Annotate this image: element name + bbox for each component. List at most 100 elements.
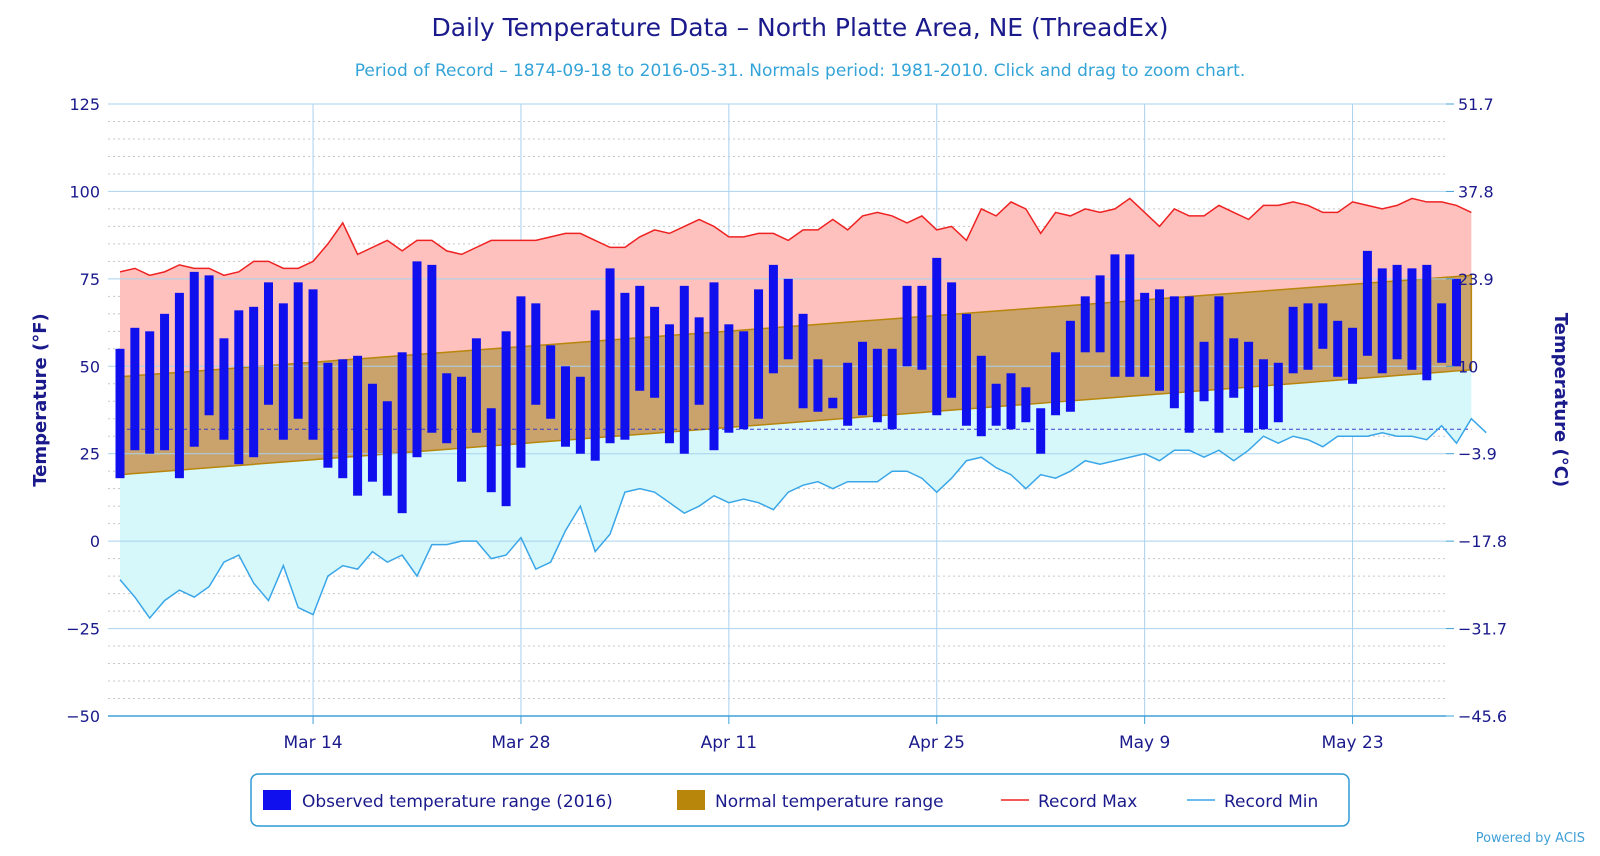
- observed-bar[interactable]: [754, 289, 764, 419]
- observed-bar[interactable]: [323, 362, 333, 468]
- observed-bar[interactable]: [1258, 359, 1268, 430]
- observed-bar[interactable]: [204, 275, 214, 416]
- observed-bar[interactable]: [783, 278, 793, 360]
- observed-bar[interactable]: [189, 271, 199, 447]
- observed-bar[interactable]: [590, 310, 600, 461]
- observed-bar[interactable]: [991, 383, 1001, 426]
- observed-bar[interactable]: [887, 348, 897, 430]
- legend-item-record-max[interactable]: Record Max: [1001, 792, 1137, 812]
- record-max-line[interactable]: [119, 197, 1472, 277]
- observed-bar[interactable]: [858, 341, 867, 416]
- observed-bar[interactable]: [947, 282, 957, 398]
- observed-bar[interactable]: [145, 331, 155, 454]
- observed-bar[interactable]: [1140, 292, 1150, 377]
- observed-bar[interactable]: [620, 292, 630, 440]
- observed-bar[interactable]: [486, 408, 496, 493]
- observed-bar[interactable]: [1422, 264, 1432, 381]
- observed-bar[interactable]: [397, 352, 407, 514]
- observed-bar[interactable]: [1125, 254, 1135, 377]
- observed-bar[interactable]: [961, 313, 971, 426]
- observed-bar[interactable]: [1407, 268, 1417, 370]
- observed-bar[interactable]: [902, 285, 912, 367]
- observed-bar[interactable]: [174, 292, 184, 479]
- observed-bar[interactable]: [932, 257, 942, 416]
- observed-bar[interactable]: [1318, 303, 1328, 349]
- observed-bar[interactable]: [575, 376, 585, 454]
- observed-bar[interactable]: [1303, 303, 1313, 370]
- observed-bar[interactable]: [1110, 254, 1120, 377]
- observed-bar[interactable]: [278, 303, 288, 440]
- observed-bar[interactable]: [531, 303, 541, 405]
- legend-item-normal[interactable]: Normal temperature range: [677, 790, 944, 812]
- observed-bar[interactable]: [1377, 268, 1387, 374]
- observed-bar[interactable]: [798, 313, 808, 409]
- observed-bar[interactable]: [917, 285, 927, 370]
- observed-bar[interactable]: [1036, 408, 1046, 454]
- observed-bar[interactable]: [442, 373, 452, 444]
- observed-bar[interactable]: [739, 331, 749, 430]
- plot-area[interactable]: [108, 103, 1487, 717]
- observed-bar[interactable]: [828, 397, 838, 409]
- observed-bar[interactable]: [367, 383, 377, 482]
- observed-bar[interactable]: [1348, 327, 1358, 384]
- observed-bar[interactable]: [1362, 250, 1372, 356]
- credit-link[interactable]: Powered by ACIS: [1476, 831, 1585, 846]
- observed-bar[interactable]: [1244, 341, 1254, 433]
- observed-bar[interactable]: [1051, 352, 1061, 416]
- observed-bar[interactable]: [709, 282, 719, 451]
- observed-bar[interactable]: [664, 324, 674, 444]
- observed-bar[interactable]: [1080, 296, 1090, 353]
- observed-bar[interactable]: [219, 338, 229, 440]
- observed-bar[interactable]: [1199, 341, 1209, 402]
- observed-bar[interactable]: [457, 376, 467, 482]
- observed-bar[interactable]: [813, 359, 823, 412]
- observed-bar[interactable]: [516, 296, 526, 468]
- observed-bar[interactable]: [264, 282, 273, 405]
- observed-bar[interactable]: [1065, 320, 1075, 412]
- observed-bar[interactable]: [605, 268, 615, 444]
- observed-bar[interactable]: [1155, 289, 1164, 391]
- observed-bar[interactable]: [976, 355, 986, 437]
- observed-bar[interactable]: [1184, 296, 1194, 433]
- observed-bar[interactable]: [694, 317, 704, 405]
- legend-item-observed[interactable]: Observed temperature range (2016): [263, 790, 613, 812]
- observed-bar[interactable]: [679, 285, 689, 454]
- observed-bar[interactable]: [308, 289, 318, 440]
- observed-bar[interactable]: [1437, 303, 1447, 363]
- observed-bar[interactable]: [1288, 306, 1298, 374]
- observed-bar[interactable]: [635, 285, 645, 391]
- observed-bar[interactable]: [427, 264, 437, 433]
- observed-bar[interactable]: [1169, 296, 1179, 409]
- observed-bar[interactable]: [471, 338, 481, 433]
- observed-bar[interactable]: [293, 282, 303, 419]
- observed-bar[interactable]: [353, 355, 363, 496]
- observed-bar[interactable]: [382, 401, 392, 496]
- observed-bar[interactable]: [1021, 387, 1031, 423]
- observed-bar[interactable]: [1095, 275, 1105, 353]
- observed-bar[interactable]: [561, 366, 570, 447]
- observed-bar[interactable]: [843, 362, 853, 426]
- observed-bar[interactable]: [546, 345, 556, 419]
- observed-bar[interactable]: [724, 324, 734, 433]
- observed-bar[interactable]: [1214, 296, 1224, 433]
- observed-bar[interactable]: [1006, 373, 1016, 430]
- observed-bar[interactable]: [650, 306, 660, 398]
- observed-bar[interactable]: [130, 327, 140, 451]
- observed-bar[interactable]: [872, 348, 882, 423]
- observed-bar[interactable]: [1333, 320, 1343, 377]
- observed-bar[interactable]: [1392, 264, 1402, 360]
- observed-bar[interactable]: [338, 359, 348, 479]
- observed-bar[interactable]: [412, 261, 422, 458]
- legend-item-record-min[interactable]: Record Min: [1187, 792, 1318, 812]
- observed-bar[interactable]: [234, 310, 244, 465]
- observed-bar[interactable]: [768, 264, 778, 374]
- record-min-line[interactable]: [119, 417, 1487, 620]
- observed-bar[interactable]: [115, 348, 125, 479]
- observed-bar[interactable]: [1229, 338, 1239, 398]
- observed-bar[interactable]: [160, 313, 170, 451]
- observed-bar[interactable]: [1452, 278, 1461, 367]
- observed-bar[interactable]: [249, 306, 259, 458]
- observed-bar[interactable]: [1273, 362, 1283, 423]
